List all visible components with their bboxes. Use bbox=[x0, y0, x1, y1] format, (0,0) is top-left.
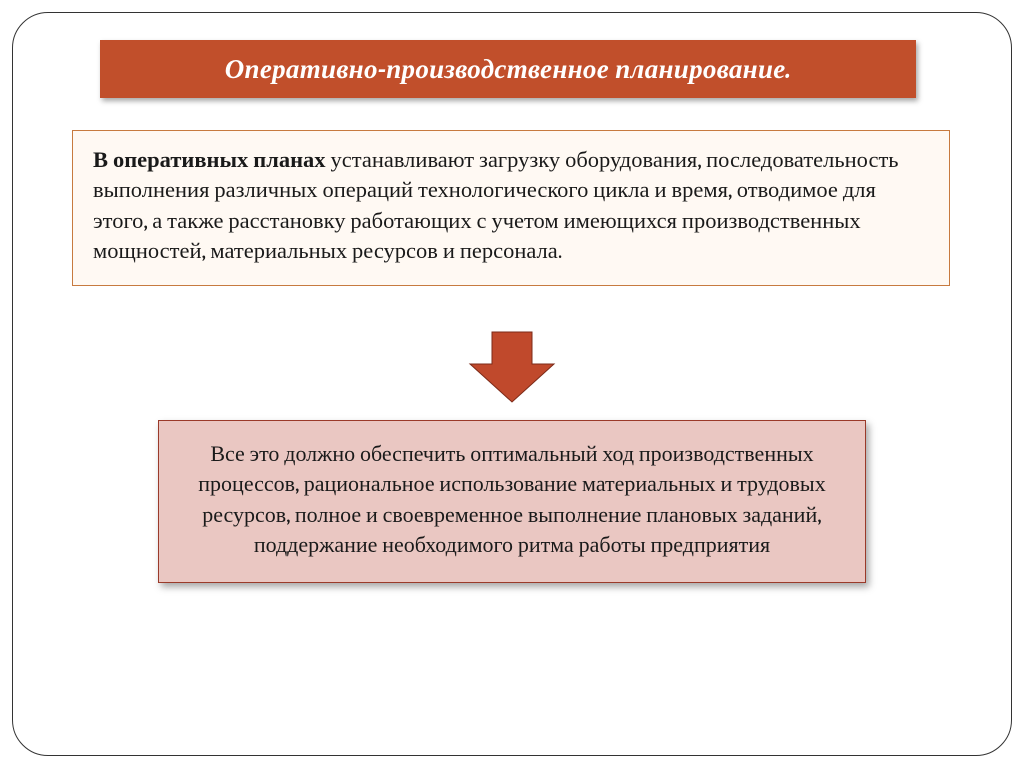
result-box: Все это должно обеспечить оптимальный хо… bbox=[158, 420, 866, 583]
definition-lead: В оперативных планах bbox=[93, 147, 326, 173]
result-text: Все это должно обеспечить оптимальный хо… bbox=[185, 439, 839, 560]
down-arrow-icon bbox=[466, 330, 558, 404]
arrow-container bbox=[0, 330, 1024, 404]
definition-box: В оперативных планах устанавливают загру… bbox=[72, 130, 950, 286]
title-text: Оперативно-производственное планирование… bbox=[225, 54, 792, 85]
definition-text: В оперативных планах устанавливают загру… bbox=[93, 145, 929, 267]
title-box: Оперативно-производственное планирование… bbox=[100, 40, 916, 98]
arrow-path bbox=[470, 332, 554, 402]
